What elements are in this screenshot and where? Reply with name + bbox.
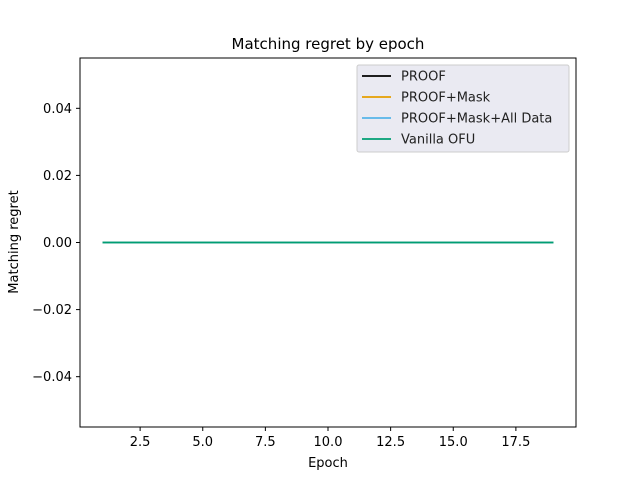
x-tick-label: 2.5	[130, 435, 151, 450]
legend-label: Vanilla OFU	[401, 133, 475, 148]
x-tick-label: 12.5	[376, 435, 405, 450]
legend: PROOF PROOF+Mask PROOF+Mask+All Data Vanill…	[356, 64, 570, 153]
y-tick-label: −0.02	[32, 303, 72, 318]
x-tick-label: 15.0	[439, 435, 468, 450]
y-tick-label: −0.04	[32, 370, 72, 385]
x-axis-label: Epoch	[308, 456, 348, 471]
chart-title: Matching regret by epoch	[232, 35, 425, 53]
legend-label: PROOF+Mask	[401, 91, 491, 106]
y-axis-label: Matching regret	[7, 190, 22, 293]
y-tick-label: 0.04	[43, 102, 72, 117]
x-tick-label: 7.5	[255, 435, 276, 450]
x-tick-label: 10.0	[314, 435, 343, 450]
legend-label: PROOF+Mask+All Data	[401, 112, 552, 127]
y-tick-label: 0.00	[43, 236, 72, 251]
x-tick-label: 5.0	[192, 435, 213, 450]
y-tick-label: 0.02	[43, 169, 72, 184]
y-axis-ticks: −0.04 −0.02 0.00 0.02 0.04	[32, 102, 80, 385]
x-tick-label: 17.5	[501, 435, 530, 450]
x-axis-ticks: 2.5 5.0 7.5 10.0 12.5 15.0 17.5	[130, 427, 530, 450]
legend-label: PROOF	[401, 70, 446, 85]
legend-box	[356, 64, 570, 153]
